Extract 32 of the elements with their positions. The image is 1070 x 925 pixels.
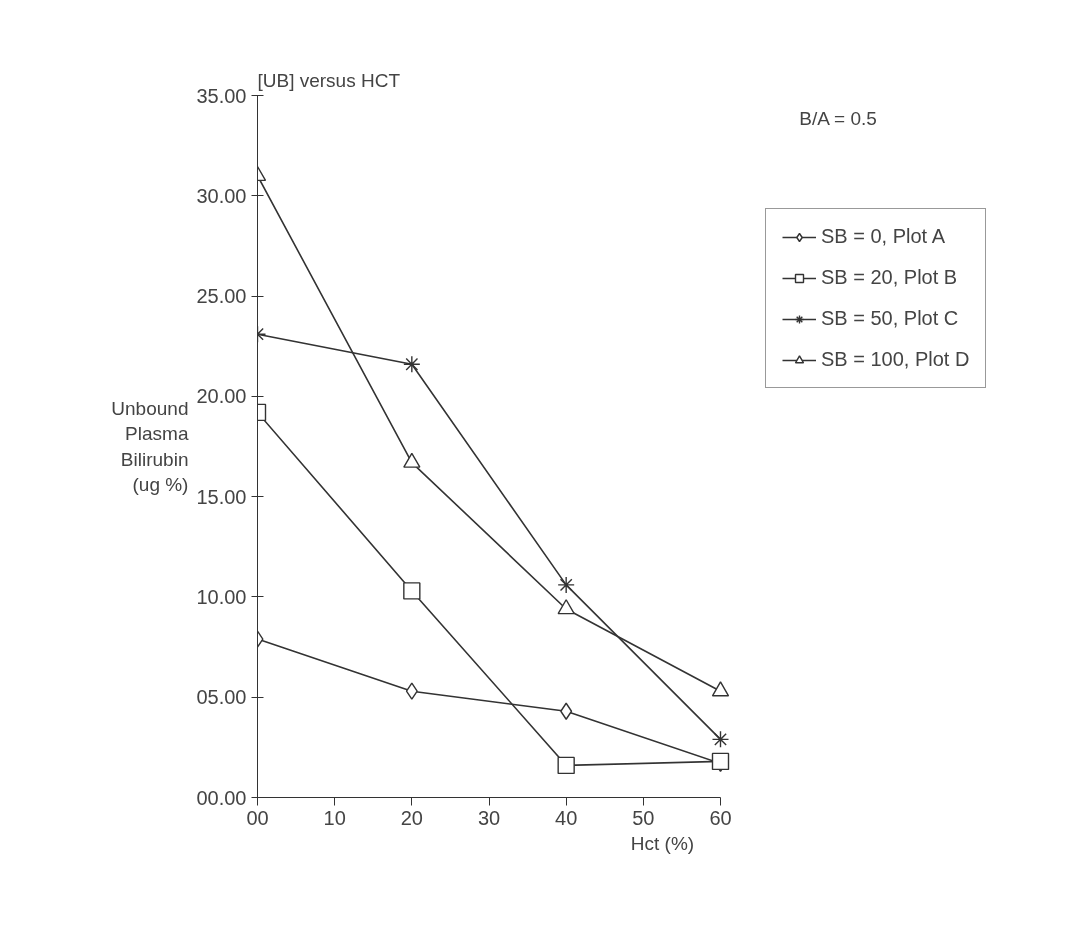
y-tick-label: 25.00: [196, 285, 247, 308]
x-tick-label: 60: [709, 806, 732, 829]
point: [557, 599, 575, 615]
chart-title: [UB] versus HCT: [257, 69, 401, 91]
point: [557, 576, 575, 594]
point: [403, 582, 421, 600]
y-tick-label: 15.00: [196, 485, 247, 508]
text: B/A = 0.5: [799, 108, 877, 130]
point: [403, 452, 421, 468]
point: [403, 355, 421, 373]
legend-label: SB = 0, Plot A: [821, 225, 945, 248]
point: [711, 730, 730, 749]
y-tick-label: 00.00: [196, 786, 247, 809]
y-tick-label: 05.00: [196, 686, 247, 709]
point: [557, 756, 575, 775]
point: [405, 682, 418, 700]
y-tick-label: 30.00: [196, 184, 247, 207]
point: [560, 702, 573, 720]
legend-label: SB = 100, Plot D: [821, 348, 970, 371]
y-axis-title: Unbound Plasma Bilirubin (ug %): [111, 398, 189, 495]
x-tick-label: 00: [246, 806, 269, 829]
y-tick-label: 35.00: [196, 84, 247, 107]
x-axis-title: Hct (%): [630, 832, 695, 854]
y-tick-label: 20.00: [196, 385, 247, 408]
x-tick-label: 40: [555, 806, 578, 829]
x-tick-label: 30: [477, 806, 501, 829]
x-tick-label: 20: [400, 806, 423, 829]
legend-label: SB = 20, Plot B: [821, 266, 958, 289]
legend-label: SB = 50, Plot C: [821, 307, 959, 330]
x-tick-label: 10: [323, 806, 346, 829]
x-tick-label: 50: [632, 806, 655, 829]
y-tick-label: 10.00: [196, 585, 247, 608]
